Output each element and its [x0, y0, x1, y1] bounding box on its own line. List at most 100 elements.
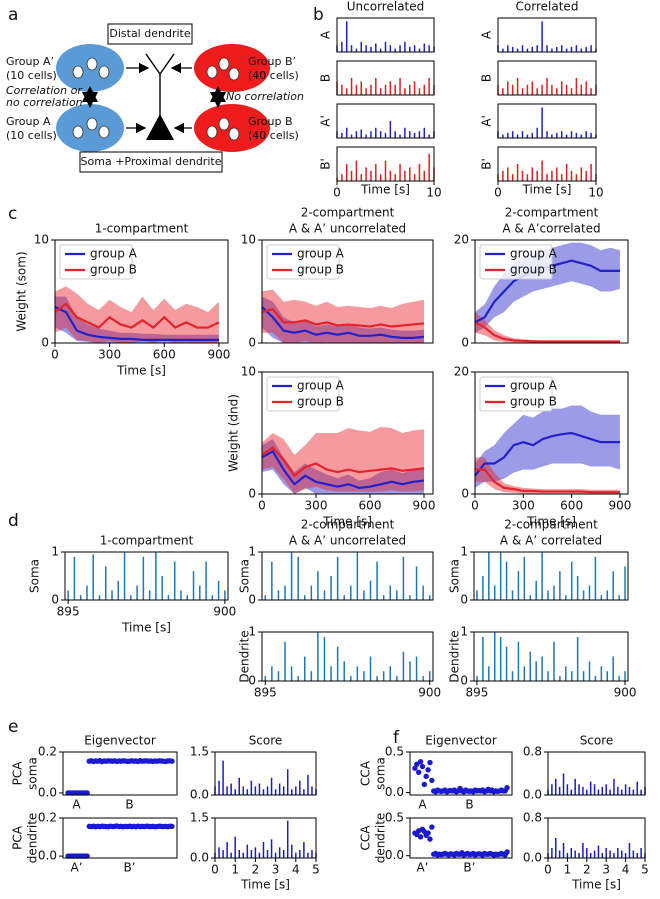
error-band [475, 457, 620, 494]
chart-title: Correlated [516, 0, 579, 14]
chart-title: 1-compartment [100, 534, 194, 548]
x-axis-label: Time [s] [240, 878, 290, 892]
legend-label: group A [510, 379, 558, 393]
chart-title: Uncorrelated [347, 0, 425, 14]
soma [146, 114, 174, 140]
y-tick-label: 0 [248, 336, 256, 350]
relation-arrows [82, 86, 226, 108]
mean-line [54, 305, 219, 342]
y-axis-label: PCA [11, 825, 25, 850]
group-name: Group B [248, 115, 293, 128]
x-tick-label: 2 [583, 863, 591, 877]
cell-dots [72, 57, 240, 141]
x-tick-label: 900 [413, 499, 436, 513]
error-band [262, 439, 424, 494]
y-tick-label: 0.0 [523, 788, 542, 802]
neuron [145, 53, 175, 120]
x-axis-label: Time [s] [116, 364, 166, 378]
plot-frame [64, 551, 229, 601]
y-axis-label: A [319, 30, 333, 39]
mean-line [54, 302, 220, 329]
chart-title: 2-compartment [301, 518, 395, 532]
chart-title: 2-compartment [301, 206, 395, 220]
chart-title: A & A’correlated [502, 222, 600, 236]
x-tick-label: 300 [98, 348, 121, 362]
y-axis-label: PCA [11, 761, 25, 786]
legend-label: group A [297, 247, 345, 261]
x-axis-label: Time [s] [322, 515, 372, 529]
y-tick-label: 0.8 [523, 745, 542, 759]
category-label: B [465, 798, 473, 812]
y-axis-label: A [480, 30, 494, 39]
point [504, 849, 510, 855]
y-axis-label: CCA [359, 825, 373, 851]
y-tick-label: 0 [51, 593, 59, 607]
x-tick-label: 900 [207, 348, 230, 362]
x-tick-label: 0 [544, 863, 552, 877]
plot-frame [497, 17, 597, 53]
y-tick-label: 20 [454, 233, 469, 247]
plot-frame [497, 146, 597, 182]
y-tick-label: 0 [461, 336, 469, 350]
mean-line [261, 306, 425, 339]
point [169, 823, 175, 830]
x-tick-label: 2 [252, 863, 260, 877]
y-axis-label: Dendrite [448, 630, 462, 682]
distal-box [107, 23, 193, 45]
group-name: Group A’ [6, 55, 54, 68]
legend-label: group A [297, 379, 345, 393]
y-axis-label: CCA [359, 760, 373, 786]
chart-title: 1-compartment [95, 222, 189, 236]
point [504, 784, 510, 791]
y-axis-label: A' [480, 115, 494, 127]
point [427, 836, 433, 842]
y-tick-label: 1 [460, 545, 468, 559]
y-tick-label: 0.0 [190, 788, 209, 802]
panel-label: e [8, 717, 18, 737]
point [412, 765, 418, 771]
point [416, 769, 422, 775]
y-tick-label: 1 [460, 625, 468, 639]
group-name: Group A [6, 115, 51, 128]
distal-label: Distal dendrite [109, 27, 190, 40]
x-axis-label: Time [s] [121, 621, 171, 635]
chart-title: A & A’ uncorrelated [289, 222, 406, 236]
point [169, 758, 175, 764]
x-tick-label: 0 [494, 186, 502, 200]
chart-title: A & A’ uncorrelated [289, 534, 406, 548]
y-axis-label: Soma [448, 559, 462, 593]
y-axis-label: Weight (som) [15, 251, 29, 331]
point [419, 763, 426, 770]
x-tick-label: 900 [213, 605, 236, 619]
arrows [126, 62, 192, 134]
category-label: B’ [463, 861, 475, 875]
y-tick-label: 0 [248, 487, 256, 501]
y-axis-label: Soma [238, 559, 252, 593]
error-band [55, 286, 219, 343]
plot-frame [409, 751, 513, 796]
mean-line [474, 321, 620, 343]
soma-label: Soma +Proximal dendrite [81, 155, 222, 168]
panel-label: c [8, 204, 17, 224]
legend-label: group B [510, 395, 557, 409]
x-tick-label: 895 [466, 686, 489, 700]
x-axis-label: Time [s] [526, 515, 576, 529]
error-band [475, 312, 620, 343]
chart-title: Score [580, 734, 614, 748]
y-tick-label: 0.0 [385, 848, 404, 862]
plot-frame [336, 146, 435, 182]
y-axis-label: dendrite [26, 813, 40, 864]
x-tick-label: 0 [333, 186, 341, 200]
category-label: A’ [71, 861, 83, 875]
x-tick-label: 600 [560, 499, 583, 513]
diagram: Distal dendrite Group A’ (10 cells) Grou… [6, 23, 304, 173]
y-tick-label: 0.0 [38, 785, 57, 799]
x-tick-label: 3 [272, 863, 280, 877]
mean-line [261, 307, 425, 328]
plot-frame [473, 551, 629, 601]
point [429, 824, 435, 830]
plot-frame [409, 817, 513, 859]
point [84, 790, 90, 796]
point [84, 853, 90, 859]
